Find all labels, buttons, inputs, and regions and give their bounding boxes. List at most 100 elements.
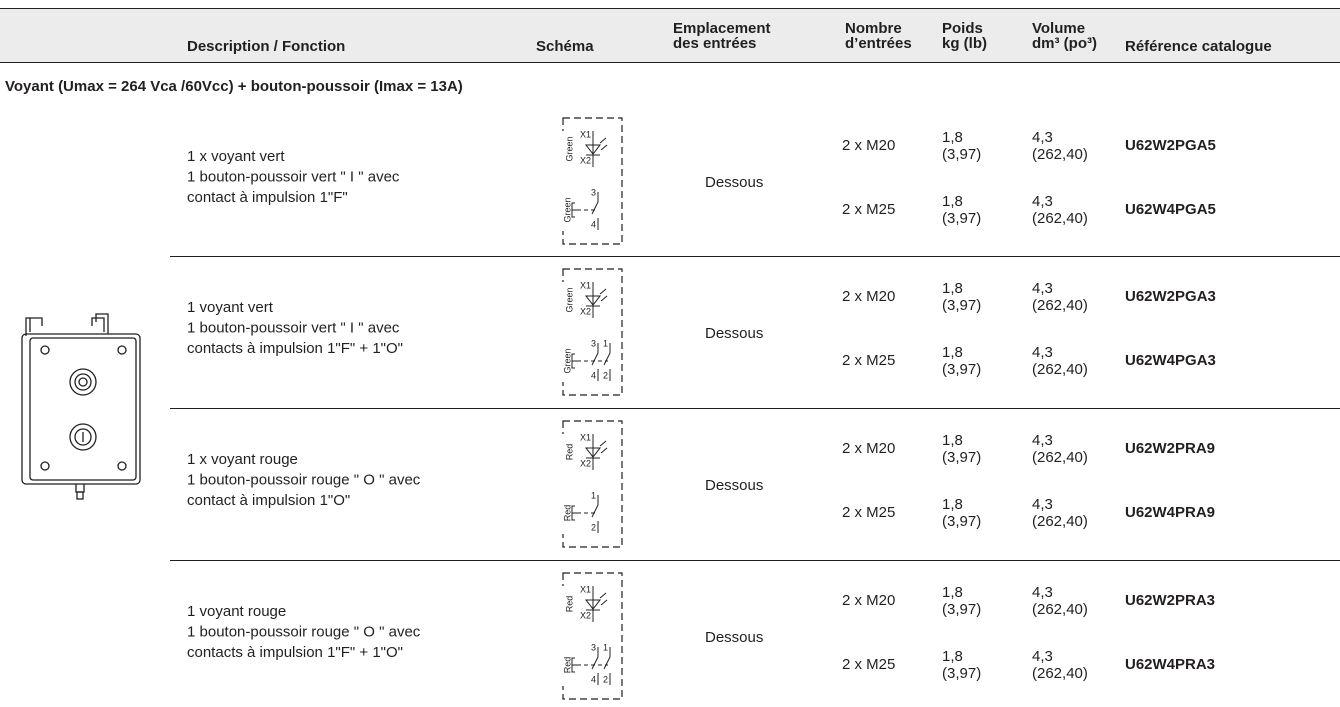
- weight: 1,8: [942, 432, 963, 449]
- entries: 2 x M20: [842, 440, 895, 457]
- location: Dessous: [705, 325, 763, 342]
- description-line: contacts à impulsion 1"F" + 1"O": [187, 340, 403, 357]
- schema-terminal: 2: [603, 674, 608, 684]
- header-label: Poids: [942, 20, 983, 37]
- schema-frame: [562, 420, 623, 548]
- entries: 2 x M20: [842, 288, 895, 305]
- lamp-symbol: [584, 288, 608, 307]
- header-label: d’entrées: [845, 35, 912, 52]
- lamp-symbol: [584, 592, 608, 611]
- reference: U62W2PRA9: [1125, 440, 1215, 457]
- schema-color: Green: [562, 348, 572, 373]
- schema-terminal: X1: [580, 432, 591, 442]
- volume: 4,3: [1032, 280, 1053, 297]
- entries: 2 x M25: [842, 201, 895, 218]
- weight: (3,97): [942, 665, 981, 682]
- schema-terminal: 2: [591, 522, 596, 532]
- schema-color: Red: [562, 657, 572, 674]
- contact-symbol: [603, 647, 611, 685]
- schema-terminal: X2: [580, 458, 591, 468]
- volume: 4,3: [1032, 648, 1053, 665]
- description-line: 1 bouton-poussoir rouge " O " avec: [187, 471, 421, 488]
- weight: 1,8: [942, 344, 963, 361]
- schema-terminal: 2: [603, 370, 608, 380]
- volume: 4,3: [1032, 432, 1053, 449]
- schema-color: Green: [562, 197, 572, 222]
- volume: 4,3: [1032, 584, 1053, 601]
- contact-symbol: [603, 343, 611, 381]
- schema-terminal: X1: [580, 129, 591, 139]
- push-symbol: [571, 353, 577, 369]
- header-band: [0, 9, 1340, 62]
- weight: (3,97): [942, 297, 981, 314]
- reference: U62W4PGA3: [1125, 352, 1216, 369]
- contact-symbol: [591, 647, 599, 685]
- contact-symbol: [591, 192, 599, 230]
- volume: 4,3: [1032, 129, 1053, 146]
- weight: 1,8: [942, 648, 963, 665]
- weight: (3,97): [942, 210, 981, 227]
- header-label: Nombre: [845, 20, 902, 37]
- weight: 1,8: [942, 584, 963, 601]
- header-label: Description / Fonction: [187, 38, 345, 55]
- volume: 4,3: [1032, 344, 1053, 361]
- contact-symbol: [591, 495, 599, 533]
- description-line: contacts à impulsion 1"F" + 1"O": [187, 644, 403, 661]
- volume: (262,40): [1032, 601, 1088, 618]
- schema-terminal: 1: [603, 642, 608, 652]
- volume: (262,40): [1032, 665, 1088, 682]
- schema-frame: [562, 117, 623, 245]
- description-line: 1 bouton-poussoir vert " I " avec: [187, 168, 400, 185]
- header-label: Emplacement: [673, 20, 771, 37]
- weight: (3,97): [942, 449, 981, 466]
- volume: (262,40): [1032, 513, 1088, 530]
- schema-color: Green: [564, 287, 574, 312]
- lamp-symbol: [584, 137, 608, 156]
- schema-terminal: X2: [580, 610, 591, 620]
- section-title: Voyant (Umax = 264 Vca /60Vcc) + bouton-…: [5, 78, 463, 95]
- location: Dessous: [705, 477, 763, 494]
- description-line: 1 bouton-poussoir rouge " O " avec: [187, 623, 421, 640]
- reference: U62W4PGA5: [1125, 201, 1216, 218]
- push-symbol: [571, 505, 577, 521]
- schema-mask: [560, 586, 566, 686]
- description-line: 1 voyant rouge: [187, 603, 286, 620]
- weight: (3,97): [942, 601, 981, 618]
- schema-color: Green: [564, 136, 574, 161]
- schema-mask: [560, 434, 566, 534]
- weight: 1,8: [942, 193, 963, 210]
- schema-terminal: 3: [591, 642, 596, 652]
- schema-color: Red: [562, 505, 572, 522]
- header-label: Schéma: [536, 38, 594, 55]
- schema-mask: [560, 282, 566, 382]
- reference: U62W4PRA3: [1125, 656, 1215, 673]
- location: Dessous: [705, 629, 763, 646]
- schema-mask: [560, 131, 566, 231]
- reference: U62W4PRA9: [1125, 504, 1215, 521]
- schema-terminal: 1: [603, 338, 608, 348]
- weight: (3,97): [942, 146, 981, 163]
- reference: U62W2PGA5: [1125, 137, 1216, 154]
- entries: 2 x M20: [842, 137, 895, 154]
- description-line: 1 x voyant vert: [187, 148, 285, 165]
- entries: 2 x M25: [842, 504, 895, 521]
- push-symbol: [571, 657, 577, 673]
- description-line: contact à impulsion 1"F": [187, 189, 348, 206]
- entries: 2 x M25: [842, 352, 895, 369]
- weight: 1,8: [942, 129, 963, 146]
- description-line: 1 voyant vert: [187, 299, 274, 316]
- schema-terminal: X2: [580, 155, 591, 165]
- header-label: Référence catalogue: [1125, 38, 1272, 55]
- reference: U62W2PGA3: [1125, 288, 1216, 305]
- description-line: 1 bouton-poussoir vert " I " avec: [187, 319, 400, 336]
- description-line: contact à impulsion 1"O": [187, 492, 350, 509]
- weight: (3,97): [942, 361, 981, 378]
- schema-terminal: 1: [591, 490, 596, 500]
- volume: (262,40): [1032, 210, 1088, 227]
- schema-frame: [562, 572, 623, 700]
- schema-color: Red: [564, 596, 574, 613]
- schema-terminal: 4: [591, 219, 596, 229]
- volume: (262,40): [1032, 146, 1088, 163]
- schema-frame: [562, 268, 623, 396]
